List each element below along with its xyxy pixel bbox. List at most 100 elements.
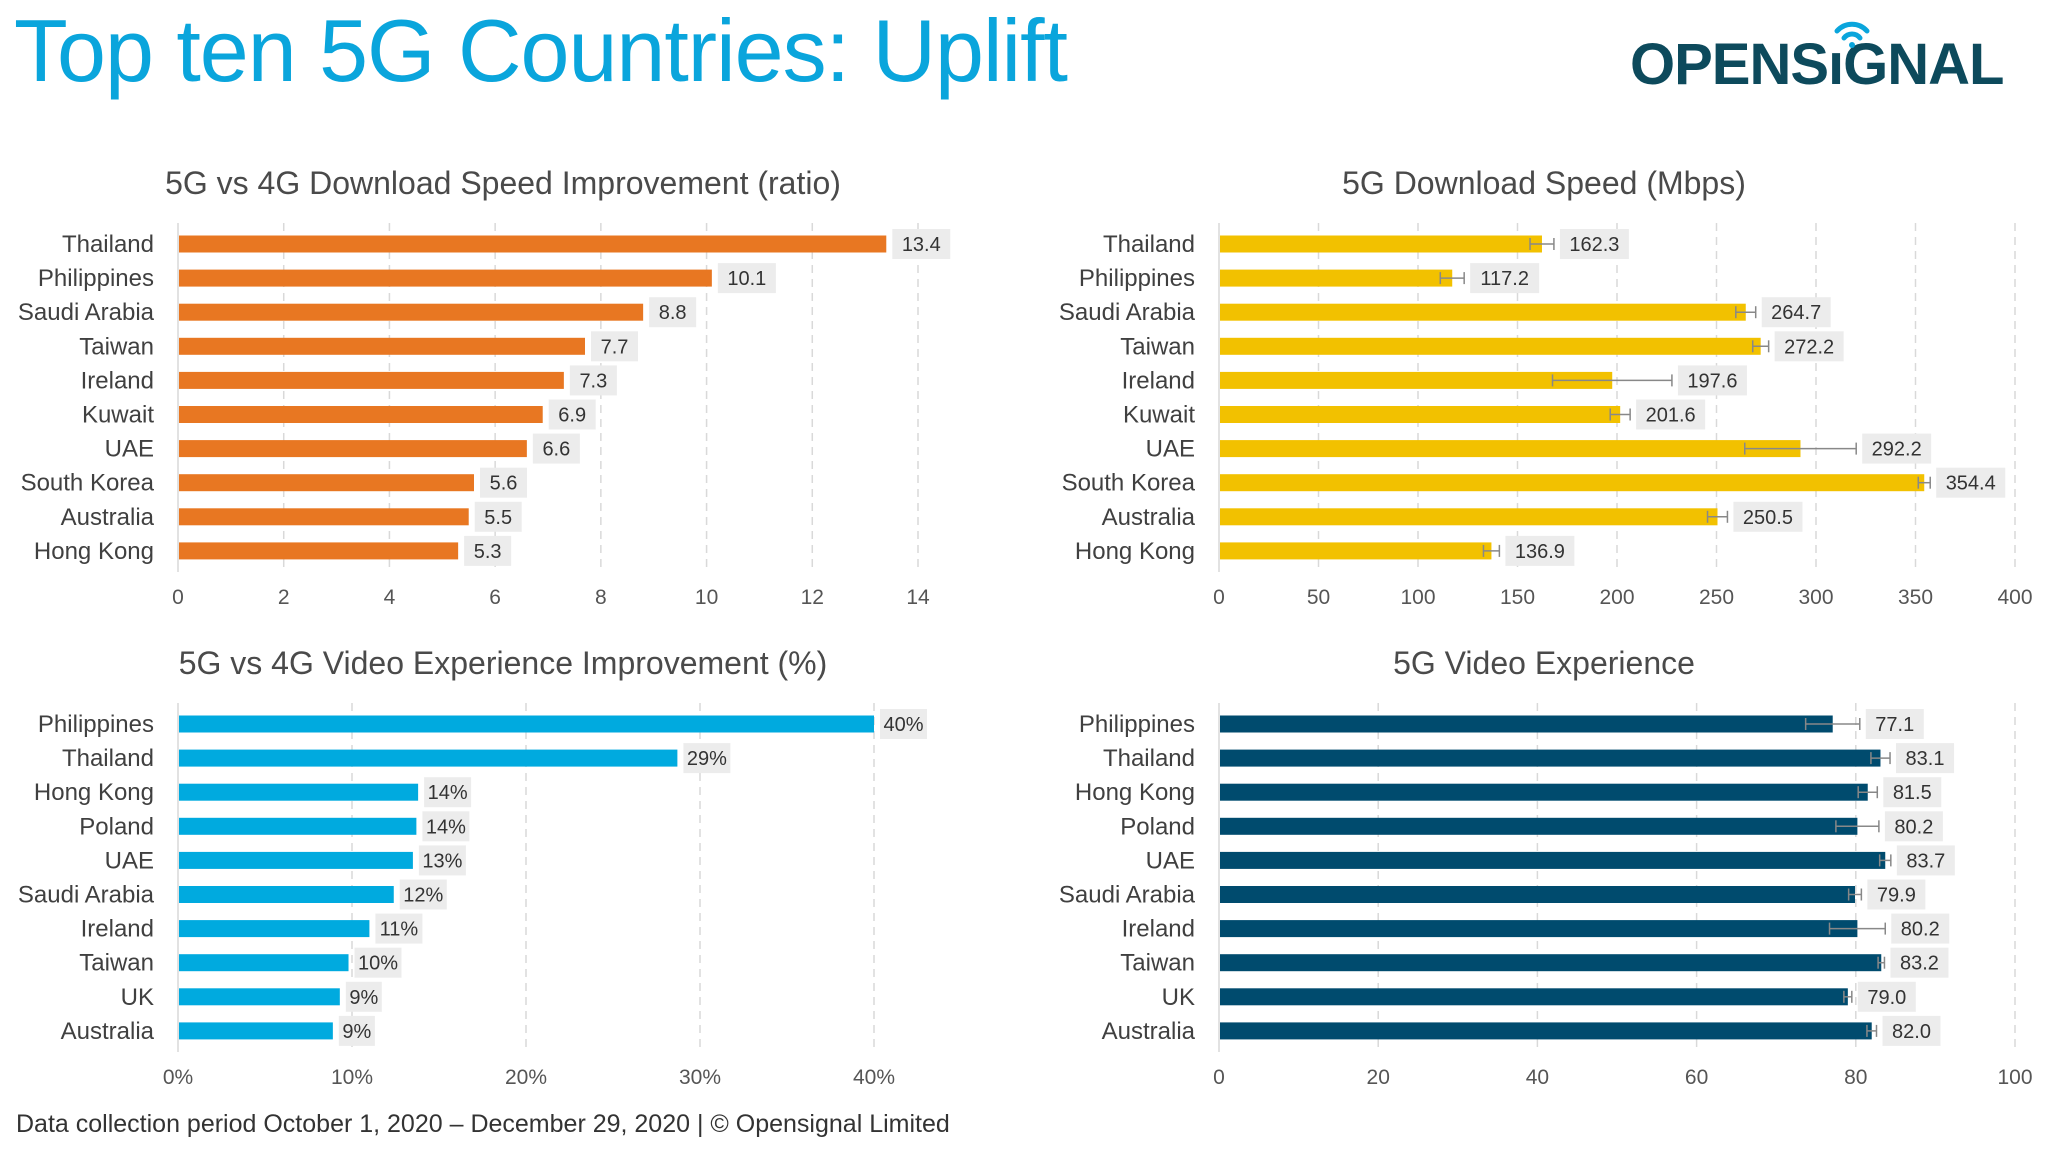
tick-label: 350 [1898,586,1933,609]
category-label: Thailand [1103,745,1195,772]
tick-label: 40 [1526,1066,1549,1089]
value-label: 40% [883,714,923,736]
value-label-box [717,263,776,294]
category-label: UK [121,984,154,1011]
tick-label: 20% [505,1066,547,1089]
footer-note: Data collection period October 1, 2020 –… [16,1110,950,1138]
category-label: Australia [1102,1018,1196,1045]
category-label: UAE [105,847,154,874]
bar [1220,954,1882,972]
bar [179,406,543,423]
bar [179,954,349,972]
value-label: 5.6 [490,473,518,495]
bar [1220,406,1621,423]
category-label: South Korea [21,470,155,497]
chart-title: 5G vs 4G Download Speed Improvement (rat… [165,165,841,201]
value-label-box [1774,331,1844,362]
tick-label: 150 [1500,586,1535,609]
category-label: Australia [61,1018,155,1045]
category-label: Saudi Arabia [18,299,155,326]
value-label-box [480,467,527,498]
tick-label: 0% [163,1066,193,1089]
category-label: Philippines [38,711,154,738]
category-label: Philippines [38,265,154,292]
value-label: 201.6 [1646,405,1696,427]
chart-3: 5G vs 4G Video Experience Improvement (%… [18,645,927,1089]
tick-label: 0 [1213,586,1225,609]
chart-2: 5G Download Speed (Mbps) 0 50 100 150 200 250 3… [1059,165,2033,609]
tick-label: 0 [1213,1066,1225,1089]
value-label-box [354,947,402,978]
bar [179,440,527,458]
bar [1220,508,1718,526]
bar [179,1022,333,1040]
value-label: 9% [349,987,378,1009]
category-label: UAE [1146,436,1195,463]
tick-label: 2 [278,586,290,609]
tick-label: 50 [1307,586,1330,609]
value-label: 264.7 [1771,302,1821,324]
value-label: 8.8 [659,302,687,324]
bar [1220,337,1761,355]
bar [1220,1022,1872,1040]
value-label: 13% [422,850,462,872]
category-label: Saudi Arabia [18,882,155,909]
category-label: Ireland [81,367,154,394]
bar [1220,474,1925,492]
value-label: 10% [358,953,398,975]
tick-label: 250 [1699,586,1734,609]
value-label: 7.7 [601,336,629,358]
value-label-box [1867,879,1926,910]
bar [1220,783,1868,801]
bar [179,474,474,492]
value-label-box [1891,913,1950,944]
bar [179,303,644,321]
category-label: Ireland [1122,367,1195,394]
value-label: 82.0 [1892,1021,1931,1043]
category-label: Taiwan [79,950,154,977]
category-label: UK [1162,984,1195,1011]
tick-label: 10% [331,1066,373,1089]
tick-label: 4 [384,586,396,609]
value-label-box [424,777,472,808]
value-label: 13.4 [902,234,941,256]
value-label-box [1865,709,1924,739]
bar [1220,269,1453,287]
value-label: 11% [380,919,419,941]
value-label: 197.6 [1687,370,1737,392]
bar [1220,920,1858,938]
category-label: Hong Kong [34,538,154,565]
value-label: 12% [403,885,443,907]
category-label: UAE [105,436,154,463]
tick-label: 300 [1798,586,1833,609]
bar [179,715,874,733]
tick-label: 80 [1844,1066,1867,1089]
category-label: UAE [1146,847,1195,874]
category-label: Taiwan [79,333,154,360]
value-label-box [1636,399,1706,430]
value-label: 162.3 [1569,234,1619,256]
bar [1220,851,1886,869]
category-label: Australia [61,504,155,531]
value-label: 136.9 [1515,541,1565,563]
value-label: 80.2 [1901,919,1940,941]
tick-label: 100 [1997,1066,2032,1089]
value-label-box [1862,433,1932,464]
bar [1220,817,1858,835]
value-label: 83.7 [1906,850,1945,872]
value-label-box [1883,777,1942,808]
value-label-box [474,501,522,532]
tick-label: 60 [1685,1066,1708,1089]
chart-1: 5G vs 4G Download Speed Improvement (rat… [18,165,951,609]
tick-label: 20 [1367,1066,1390,1089]
bar [179,508,469,526]
value-label: 14% [426,816,466,838]
value-label-box [591,331,638,362]
value-label-box [1884,811,1943,842]
value-label-box [1677,365,1747,396]
value-label: 80.2 [1894,816,1933,838]
value-label-box [1890,947,1949,978]
category-label: Ireland [81,916,154,943]
category-label: Taiwan [1120,333,1195,360]
